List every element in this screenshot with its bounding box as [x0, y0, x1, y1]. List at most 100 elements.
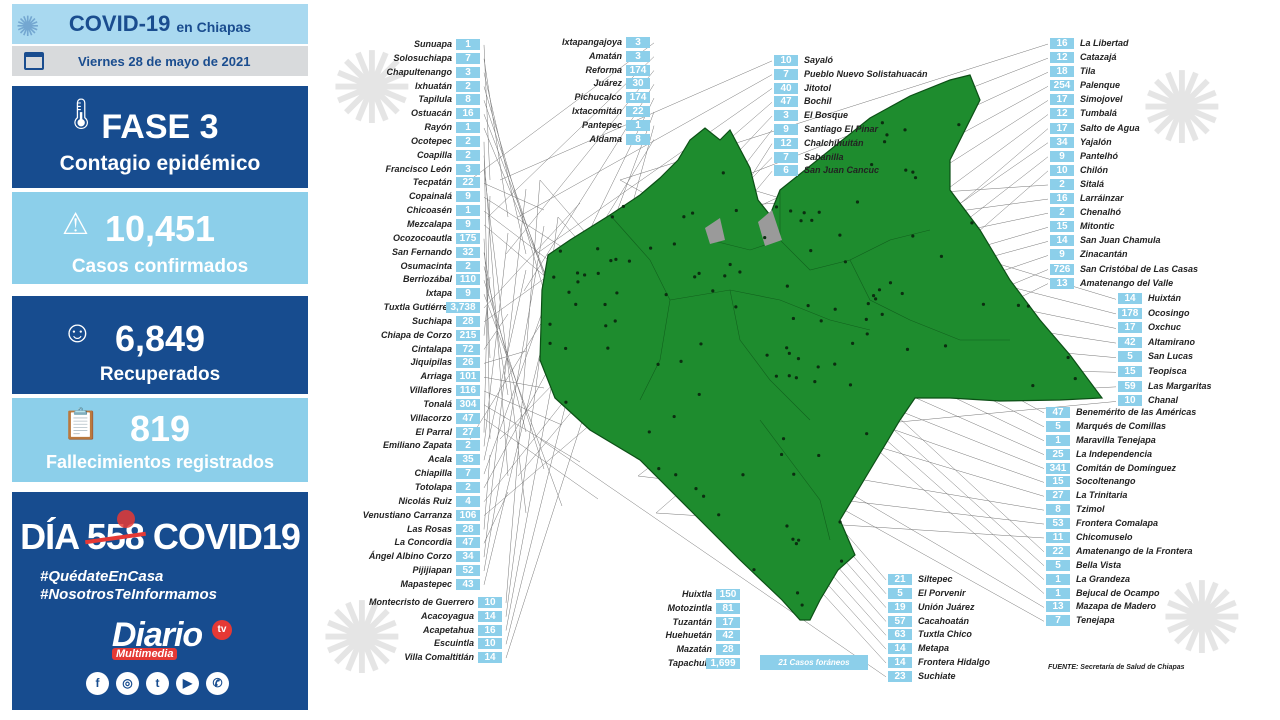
municipality-dot [765, 353, 769, 357]
municipality-name: Zinacantán [1080, 249, 1128, 260]
municipality-name: El Bosque [804, 110, 849, 121]
municipality-name: Tecpatán [412, 177, 452, 188]
municipality-dot [1016, 303, 1021, 307]
municipality-dot [851, 341, 855, 345]
municipality-dot [865, 432, 869, 436]
municipality-count: 21 [888, 574, 912, 585]
municipality-row: Oxchuc 17 [1118, 321, 1268, 336]
municipality-row: Juárez 30 [480, 77, 650, 91]
municipality-name: La Grandeza [1076, 573, 1131, 584]
municipality-row: Ángel Albino Corzo 34 [300, 550, 480, 564]
whatsapp-icon[interactable]: ✆ [206, 672, 229, 695]
municipality-dot [882, 140, 887, 144]
municipality-name: Amatenango de la Frontera [1076, 545, 1193, 556]
municipality-count: 22 [456, 177, 480, 189]
municipality-dot [870, 162, 874, 167]
municipality-name: Tuzantán [672, 616, 712, 627]
municipality-row: Chicoasén 1 [300, 204, 480, 218]
municipality-count: 14 [888, 657, 912, 669]
municipality-row: La Independencia 25 [1046, 448, 1256, 462]
facebook-icon[interactable]: f [86, 672, 109, 695]
municipality-name: Jiquipilas [410, 357, 452, 368]
municipality-name: Suchiate [918, 670, 956, 681]
municipality-name: Bochil [804, 96, 832, 107]
brand-logo[interactable]: Diario Multimedia tv [82, 616, 232, 660]
municipality-count: 2 [456, 440, 480, 452]
casos-label: Casos confirmados [71, 256, 249, 277]
municipality-row: Bejucal de Ocampo 1 [1046, 587, 1256, 601]
municipality-count: 15 [1050, 221, 1074, 233]
municipality-count: 14 [888, 643, 912, 655]
municipality-dot [1073, 376, 1077, 381]
municipality-name: Huixtla [681, 589, 712, 599]
municipality-count: 2 [456, 482, 480, 493]
youtube-icon[interactable]: ▶ [176, 672, 199, 695]
fallecimientos-block: 📋 819 Fallecimientos registrados [12, 398, 308, 482]
municipality-name: Amatán [588, 50, 622, 61]
municipality-count: 42 [1118, 336, 1142, 348]
municipality-dot [690, 211, 695, 215]
municipality-count: 14 [478, 610, 502, 622]
municipality-row: Aldama 8 [480, 133, 650, 147]
municipality-name: Palenque [1080, 80, 1121, 91]
municipality-name: Tenejapa [1076, 615, 1115, 626]
list-top-center: Sayaló 10 Pueblo Nuevo Solistahuacán 7 Jitot… [774, 54, 974, 178]
municipality-row: Las Margaritas 59 [1118, 380, 1268, 395]
municipality-count: 7 [456, 468, 480, 480]
page-title-suffix: en Chiapas [176, 18, 252, 35]
municipality-dot [943, 344, 948, 348]
municipality-name: Arriaga [420, 371, 452, 382]
municipality-count: 9 [456, 191, 480, 203]
municipality-row: Rayón 1 [300, 121, 480, 135]
municipality-row: Tapilula 8 [300, 93, 480, 107]
municipality-dot [809, 249, 813, 253]
municipality-dot [647, 430, 651, 434]
municipality-name: Tapachula [667, 657, 712, 668]
municipality-count: 174 [626, 92, 650, 104]
municipality-name: Jitotol [804, 82, 831, 93]
municipality-row: Villa Comaltitlán 14 [300, 651, 502, 665]
municipality-row: Francisco León 3 [300, 163, 480, 177]
brand-tv-badge: tv [212, 620, 232, 640]
list-top-mid: Ixtapangajoya 3 Amatán 3 Reforma 174 Juárez 30 P… [480, 36, 650, 146]
municipality-row: Mazapa de Madero 13 [1046, 600, 1256, 614]
municipality-row: Suchiate 23 [888, 670, 1028, 684]
municipality-dot [903, 128, 907, 132]
municipality-count: 174 [626, 64, 650, 76]
municipality-count: 16 [456, 108, 480, 120]
municipality-dot [838, 520, 842, 524]
municipality-row: El Porvenir 5 [888, 587, 1028, 601]
municipality-name: La Libertad [1080, 38, 1129, 48]
municipality-name: Villaflores [409, 385, 452, 396]
municipality-count: 1,699 [706, 657, 740, 669]
recuperados-label: Recuperados [99, 364, 221, 385]
recuperados-value: 6,849 [114, 318, 206, 359]
municipality-dot [957, 123, 961, 127]
virus-decoration-icon: ✺ [330, 33, 414, 145]
municipality-row: Tila 18 [1050, 65, 1250, 79]
instagram-icon[interactable]: ◎ [116, 672, 139, 695]
twitter-icon[interactable]: t [146, 672, 169, 695]
list-right-bottom: Benemérito de las Américas 47 Marqués de C… [1046, 406, 1256, 628]
municipality-count: 341 [1046, 462, 1070, 474]
municipality-count: 1 [456, 39, 480, 50]
municipality-dot [787, 374, 791, 378]
municipality-name: Unión Juárez [918, 601, 975, 612]
municipality-row: Cacahoatán 57 [888, 615, 1028, 629]
municipality-name: Tuxtla Chico [918, 629, 972, 640]
report-date: Viernes 28 de mayo de 2021 [78, 53, 251, 69]
municipality-dot [888, 281, 893, 285]
municipality-name: Coapilla [416, 149, 452, 160]
municipality-dot [723, 274, 727, 278]
municipality-dot [911, 170, 915, 174]
municipality-name: Chicoasén [406, 205, 452, 216]
municipality-name: Villa Comaltitlán [404, 652, 474, 663]
fase-block: 🌡 FASE 3 Contagio epidémico [12, 86, 308, 188]
municipality-name: Chenalhó [1080, 207, 1122, 218]
brand-name: Diario [111, 616, 203, 654]
page-title: COVID-19 [68, 11, 171, 36]
municipality-name: Mezcalapa [406, 218, 452, 229]
municipality-dot [548, 322, 552, 326]
municipality-count: 9 [456, 218, 480, 230]
municipality-row: Escuintla 10 [300, 637, 502, 651]
